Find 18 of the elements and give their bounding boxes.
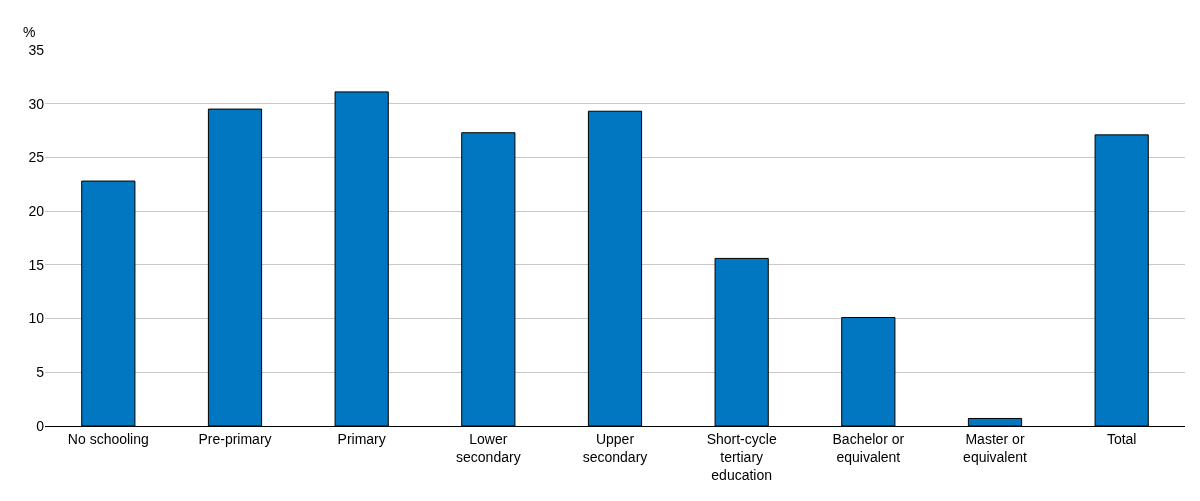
- x-tick-label: Lower secondary: [456, 430, 521, 465]
- x-tick-label: Master or equivalent: [963, 430, 1028, 465]
- y-tick-label: 30: [28, 95, 45, 112]
- x-tick-label: Bachelor or equivalent: [832, 430, 905, 465]
- x-tick-label: Pre-primary: [198, 430, 272, 447]
- y-tick-label: 25: [28, 149, 45, 166]
- x-tick-label: Total: [1106, 430, 1137, 447]
- y-tick-label: 5: [36, 364, 45, 381]
- y-tick-label: 15: [28, 256, 45, 273]
- x-tick-label: No schooling: [67, 430, 149, 447]
- x-tick-label: Short-cycle tertiary education: [706, 430, 777, 484]
- x-tick-label: Upper secondary: [582, 430, 648, 465]
- y-axis-title: %: [23, 24, 36, 40]
- y-tick-label: 35: [28, 41, 45, 58]
- y-tick-label: 0: [36, 417, 45, 434]
- x-tick-label: Primary: [337, 430, 386, 447]
- y-tick-label: 10: [28, 310, 45, 327]
- y-tick-label: 20: [28, 203, 45, 220]
